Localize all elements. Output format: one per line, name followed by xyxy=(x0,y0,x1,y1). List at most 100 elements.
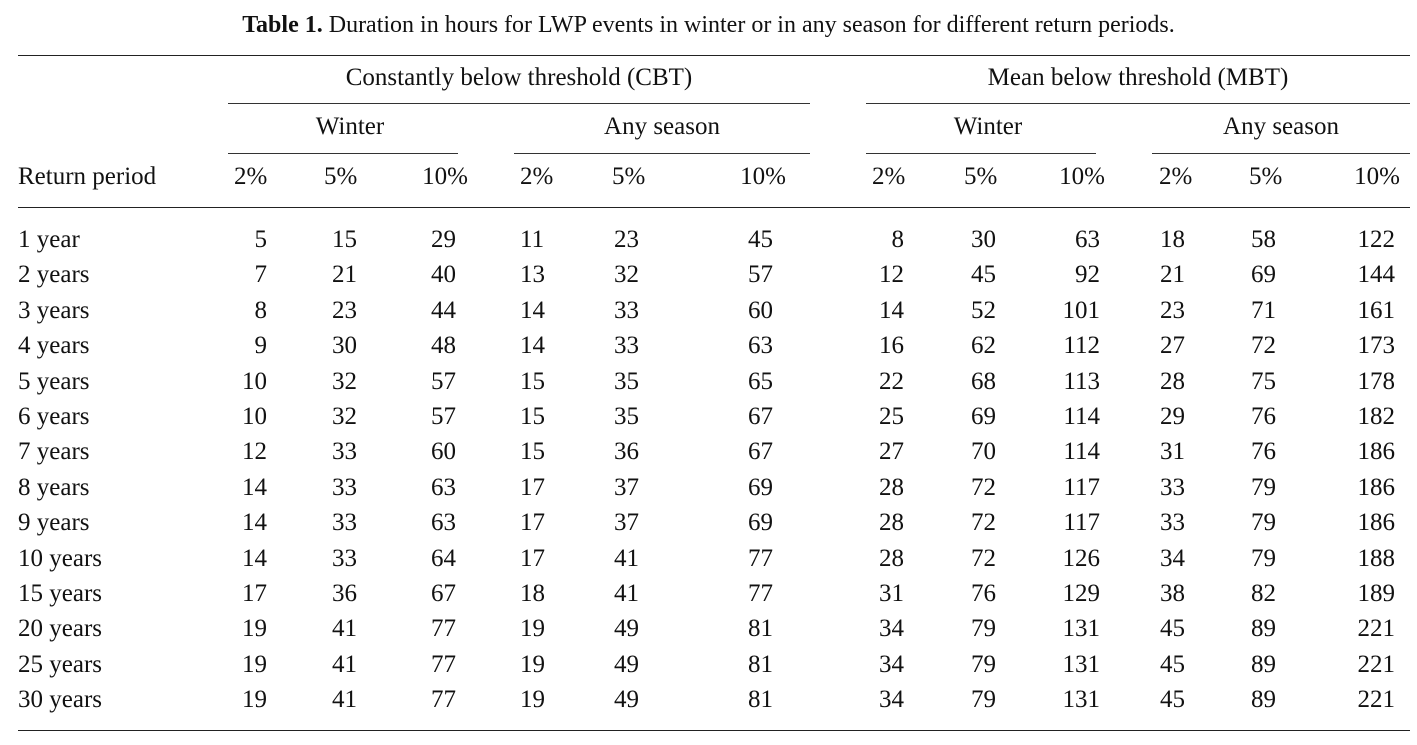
table-caption-label: Table 1. xyxy=(242,12,323,38)
duration-cell: 77 xyxy=(431,651,456,678)
duration-cell: 49 xyxy=(614,686,639,713)
duration-cell: 186 xyxy=(1357,509,1396,536)
duration-cell: 161 xyxy=(1357,297,1396,324)
duration-cell: 67 xyxy=(748,438,773,465)
duration-cell: 112 xyxy=(1063,332,1100,359)
return-period-cell: 8 years xyxy=(18,474,90,501)
threshold-header: 2% xyxy=(234,163,268,190)
duration-cell: 178 xyxy=(1357,368,1396,395)
return-period-cell: 5 years xyxy=(18,368,90,395)
duration-cell: 14 xyxy=(879,297,904,324)
return-period-cell: 1 year xyxy=(18,226,80,253)
duration-cell: 45 xyxy=(1160,686,1185,713)
duration-cell: 129 xyxy=(1062,580,1101,607)
duration-cell: 12 xyxy=(242,438,267,465)
duration-cell: 23 xyxy=(614,226,639,253)
subgroup-header-mbt-any: Any season xyxy=(1223,113,1339,140)
duration-cell: 82 xyxy=(1251,580,1276,607)
duration-cell: 89 xyxy=(1251,686,1276,713)
duration-cell: 31 xyxy=(1160,438,1185,465)
duration-cell: 81 xyxy=(748,651,773,678)
duration-cell: 72 xyxy=(971,474,996,501)
duration-cell: 14 xyxy=(520,332,545,359)
duration-cell: 33 xyxy=(614,297,639,324)
duration-cell: 14 xyxy=(242,474,267,501)
duration-cell: 67 xyxy=(431,580,456,607)
top-rule xyxy=(18,55,1410,56)
duration-cell: 34 xyxy=(1160,545,1185,572)
duration-cell: 36 xyxy=(614,438,639,465)
duration-cell: 45 xyxy=(1160,651,1185,678)
duration-cell: 5 xyxy=(254,226,268,253)
duration-cell: 64 xyxy=(431,545,456,572)
duration-cell: 186 xyxy=(1357,438,1396,465)
duration-cell: 19 xyxy=(242,651,267,678)
duration-cell: 10 xyxy=(242,368,267,395)
duration-cell: 36 xyxy=(332,580,357,607)
duration-cell: 117 xyxy=(1063,509,1100,536)
duration-cell: 81 xyxy=(748,686,773,713)
duration-cell: 13 xyxy=(520,261,545,288)
duration-cell: 14 xyxy=(242,545,267,572)
duration-cell: 14 xyxy=(242,509,267,536)
return-period-cell: 15 years xyxy=(18,580,102,607)
duration-cell: 41 xyxy=(332,686,357,713)
duration-cell: 44 xyxy=(431,297,456,324)
return-period-cell: 9 years xyxy=(18,509,90,536)
duration-cell: 114 xyxy=(1063,403,1100,430)
duration-cell: 69 xyxy=(748,509,773,536)
duration-cell: 28 xyxy=(879,474,904,501)
duration-cell: 79 xyxy=(971,615,996,642)
duration-cell: 37 xyxy=(614,509,639,536)
duration-cell: 34 xyxy=(879,651,904,678)
duration-cell: 25 xyxy=(879,403,904,430)
duration-cell: 221 xyxy=(1357,651,1396,678)
duration-cell: 63 xyxy=(748,332,773,359)
duration-cell: 189 xyxy=(1357,580,1396,607)
duration-cell: 28 xyxy=(1160,368,1185,395)
duration-cell: 57 xyxy=(431,403,456,430)
duration-cell: 17 xyxy=(242,580,267,607)
duration-cell: 32 xyxy=(332,403,357,430)
duration-cell: 33 xyxy=(332,545,357,572)
duration-cell: 22 xyxy=(879,368,904,395)
duration-cell: 19 xyxy=(520,615,545,642)
duration-cell: 81 xyxy=(748,615,773,642)
duration-cell: 38 xyxy=(1160,580,1185,607)
threshold-header: 10% xyxy=(422,163,468,190)
duration-cell: 221 xyxy=(1357,686,1396,713)
threshold-header: 5% xyxy=(324,163,358,190)
duration-cell: 19 xyxy=(242,686,267,713)
duration-cell: 68 xyxy=(971,368,996,395)
return-period-cell: 25 years xyxy=(18,651,102,678)
duration-cell: 45 xyxy=(971,261,996,288)
duration-cell: 70 xyxy=(971,438,996,465)
duration-cell: 19 xyxy=(520,651,545,678)
return-period-cell: 30 years xyxy=(18,686,102,713)
subgroup-rule-cbt-any xyxy=(514,153,810,154)
duration-cell: 72 xyxy=(1251,332,1276,359)
duration-cell: 18 xyxy=(520,580,545,607)
duration-cell: 69 xyxy=(748,474,773,501)
duration-cell: 33 xyxy=(1160,509,1185,536)
duration-cell: 29 xyxy=(1160,403,1185,430)
duration-cell: 29 xyxy=(431,226,456,253)
duration-cell: 89 xyxy=(1251,651,1276,678)
duration-cell: 69 xyxy=(1251,261,1276,288)
duration-cell: 15 xyxy=(520,403,545,430)
group-rule-mbt xyxy=(866,103,1410,104)
duration-cell: 65 xyxy=(748,368,773,395)
duration-cell: 131 xyxy=(1062,615,1101,642)
duration-cell: 45 xyxy=(748,226,773,253)
duration-cell: 62 xyxy=(971,332,996,359)
return-period-cell: 4 years xyxy=(18,332,90,359)
duration-cell: 33 xyxy=(1160,474,1185,501)
duration-cell: 69 xyxy=(971,403,996,430)
duration-cell: 122 xyxy=(1357,226,1396,253)
duration-cell: 188 xyxy=(1357,545,1396,572)
duration-cell: 79 xyxy=(971,651,996,678)
bottom-rule xyxy=(18,730,1410,731)
duration-cell: 63 xyxy=(1075,226,1100,253)
duration-cell: 17 xyxy=(520,545,545,572)
duration-cell: 11 xyxy=(520,226,545,253)
